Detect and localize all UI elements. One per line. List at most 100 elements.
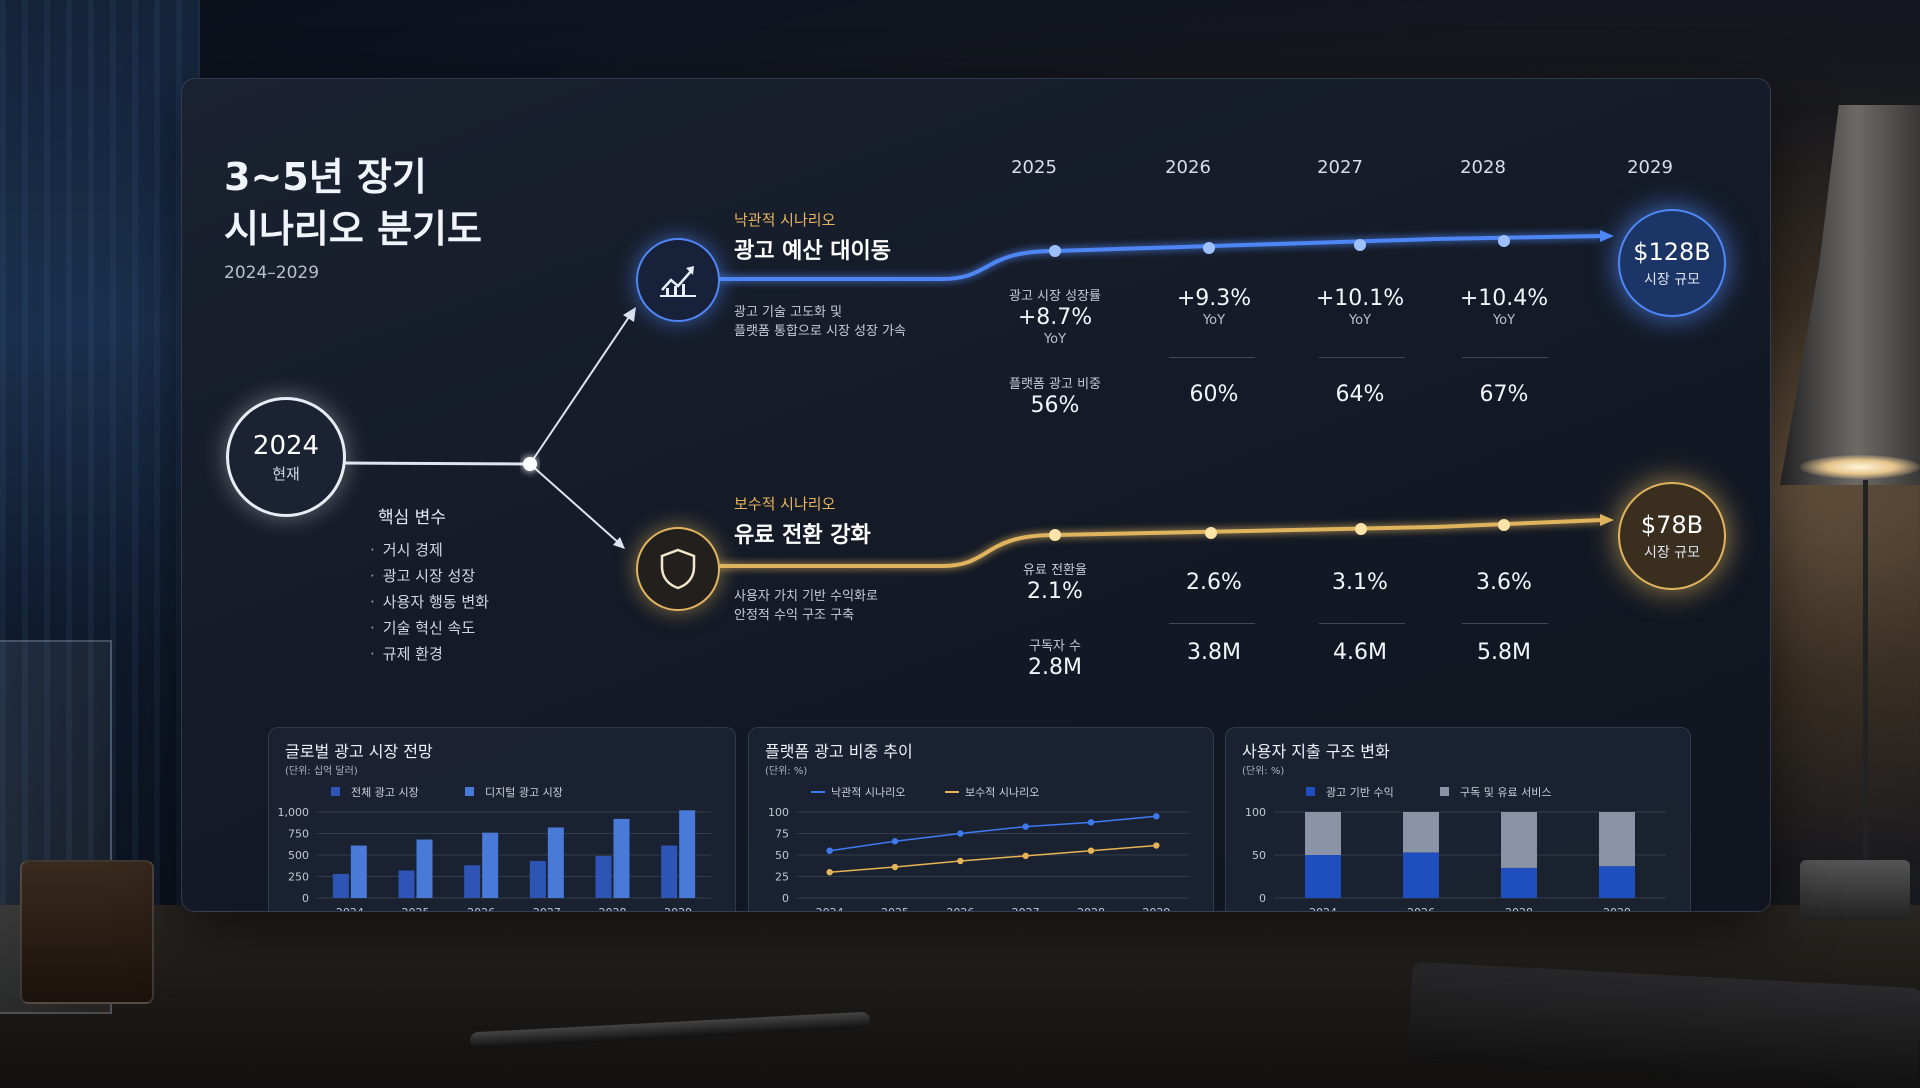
branch-down-arrow <box>529 463 621 545</box>
con-conv-2025: 유료 전환율 2.1% <box>985 559 1125 606</box>
con-conv-2027: 3.1% <box>1290 569 1430 597</box>
page-title: 3~5년 장기 시나리오 분기도 <box>224 155 482 251</box>
dashboard-panel: 3~5년 장기 시나리오 분기도 2024–2029 2025 2026 202… <box>181 78 1771 912</box>
bar-segment <box>1599 866 1635 898</box>
x-tick-label: 2027 <box>1012 906 1040 912</box>
x-tick-label: 2027 <box>533 906 561 912</box>
opt-growth-label: 광고 시장 성장률 <box>1009 289 1101 304</box>
opt-share-2025: 플랫폼 광고 비중 56% <box>985 373 1125 420</box>
y-tick-label: 25 <box>775 871 789 884</box>
opt-share-2026: 60% <box>1144 381 1284 409</box>
branch-point <box>523 457 537 471</box>
opt-growth-sub: YoY <box>1348 313 1372 328</box>
con-conv-value: 3.1% <box>1332 570 1388 595</box>
conservative-point-2026 <box>1205 527 1217 539</box>
data-point <box>826 847 833 854</box>
legend-label: 전체 광고 시장 <box>351 786 419 799</box>
chart-unit: (단위: %) <box>765 766 808 777</box>
variable-item: 거시 경제 <box>370 537 489 563</box>
y-tick-label: 750 <box>288 828 309 841</box>
optimistic-name: 광고 예산 대이동 <box>734 239 891 264</box>
conservative-icon-node <box>636 527 720 611</box>
opt-growth-2026: +9.3% YoY <box>1144 285 1284 328</box>
data-point <box>1022 823 1029 830</box>
opt-share-2027: 64% <box>1290 381 1430 409</box>
con-subs-2026: 3.8M <box>1144 639 1284 667</box>
optimistic-desc: 광고 기술 고도화 및 플랫폼 통합으로 시장 성장 가속 <box>734 305 907 339</box>
year-label-2029: 2029 <box>1627 157 1673 178</box>
divider <box>1319 623 1405 624</box>
opt-share-2028: 67% <box>1434 381 1574 409</box>
variables-list: 거시 경제 광고 시장 성장 사용자 행동 변화 기술 혁신 속도 규제 환경 <box>370 537 489 667</box>
year-label-2025: 2025 <box>1011 157 1057 178</box>
con-subs-value: 4.6M <box>1333 640 1387 665</box>
series-line <box>829 844 1157 873</box>
bar <box>482 832 499 898</box>
optimistic-end-node: $128B 시장 규모 <box>1618 209 1726 317</box>
legend-swatch <box>1306 787 1315 796</box>
bar <box>464 865 481 898</box>
data-point <box>891 863 899 871</box>
start-node-2024: 2024 현재 <box>226 397 346 517</box>
opt-share-label: 플랫폼 광고 비중 <box>1009 377 1101 392</box>
optimistic-tag: 낙관적 시나리오 <box>734 211 836 229</box>
optimistic-point-2025 <box>1049 245 1061 257</box>
bar <box>547 827 564 898</box>
lamp-base <box>1800 860 1910 920</box>
legend-label: 구독 및 유료 서비스 <box>1460 786 1551 799</box>
chart-unit: (단위: %) <box>1242 766 1285 777</box>
legend-swatch <box>331 787 340 796</box>
x-tick-label: 2028 <box>1077 906 1105 912</box>
opt-growth-value: +10.1% <box>1315 286 1405 311</box>
bar <box>661 845 678 898</box>
start-node-year: 2024 <box>252 430 320 461</box>
opt-growth-2028: +10.4% YoY <box>1434 285 1574 328</box>
branch-down-arrowhead <box>613 537 625 549</box>
optimistic-end-value: $128B <box>1633 237 1711 266</box>
bar <box>613 818 630 898</box>
x-tick-label: 2029 <box>1142 906 1170 912</box>
y-tick-label: 1,000 <box>278 806 310 819</box>
variable-item: 광고 시장 성장 <box>370 563 489 589</box>
divider <box>1169 623 1255 624</box>
legend-label: 낙관적 시나리오 <box>831 786 905 799</box>
data-point <box>957 830 964 837</box>
conservative-point-2027 <box>1355 523 1367 535</box>
chart-unit: (단위: 십억 달러) <box>285 766 358 777</box>
con-conv-label: 유료 전환율 <box>1023 563 1087 578</box>
chart-title: 사용자 지출 구조 변화 <box>1242 742 1390 761</box>
branch-lines <box>339 230 1614 568</box>
data-point <box>1153 813 1160 820</box>
lamp-shade <box>1780 105 1920 485</box>
bar <box>416 839 433 898</box>
x-tick-label: 2026 <box>946 906 974 912</box>
divider <box>1319 357 1405 358</box>
opt-growth-value: +10.4% <box>1459 286 1549 311</box>
optimistic-point-2027 <box>1354 239 1366 251</box>
data-point <box>891 838 899 845</box>
optimistic-point-2028 <box>1498 235 1510 247</box>
x-tick-label: 2025 <box>402 906 430 912</box>
variable-item: 기술 혁신 속도 <box>370 615 489 641</box>
opt-share-value: 56% <box>1030 393 1080 418</box>
optimistic-icon-node <box>636 238 720 322</box>
x-tick-label: 2026 <box>467 906 495 912</box>
trend-up-chart-icon <box>660 266 696 297</box>
con-subs-2025: 구독자 수 2.8M <box>985 635 1125 682</box>
chart-title: 플랫폼 광고 비중 추이 <box>765 742 913 761</box>
conservative-name: 유료 전환 강화 <box>734 523 871 548</box>
optimistic-point-2026 <box>1203 242 1215 254</box>
opt-growth-sub: YoY <box>1202 313 1226 328</box>
y-tick-label: 0 <box>302 892 309 905</box>
bar-segment <box>1501 812 1537 868</box>
opt-growth-2027: +10.1% YoY <box>1290 285 1430 328</box>
conservative-end-value: $78B <box>1640 510 1704 539</box>
opt-share-value: 60% <box>1189 382 1239 407</box>
bar <box>398 870 415 898</box>
x-tick-label: 2024 <box>336 906 364 912</box>
con-conv-2026: 2.6% <box>1144 569 1284 597</box>
x-tick-label: 2029 <box>664 906 692 912</box>
con-subs-2028: 5.8M <box>1434 639 1574 667</box>
conservative-desc: 사용자 가치 기반 수익화로 안정적 수익 구조 구축 <box>734 589 878 623</box>
year-label-2028: 2028 <box>1460 157 1506 178</box>
